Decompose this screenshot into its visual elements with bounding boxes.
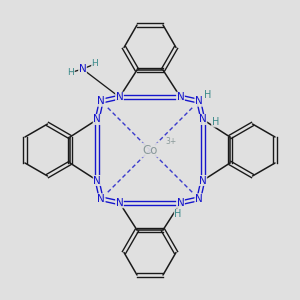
Text: N: N	[116, 92, 123, 102]
Text: H: H	[68, 68, 74, 77]
Text: 3+: 3+	[165, 136, 177, 146]
Text: N: N	[93, 176, 101, 185]
Text: H: H	[92, 59, 98, 68]
Text: N: N	[199, 115, 207, 124]
Text: N: N	[116, 198, 123, 208]
Text: H: H	[174, 209, 182, 219]
Text: N: N	[195, 96, 203, 106]
Text: H: H	[204, 90, 212, 100]
Text: N: N	[177, 92, 184, 102]
Text: N: N	[195, 194, 203, 204]
Text: N: N	[177, 198, 184, 208]
Text: H: H	[212, 117, 219, 127]
Text: N: N	[93, 115, 101, 124]
Text: Co: Co	[142, 143, 158, 157]
Text: N: N	[79, 64, 86, 74]
Text: N: N	[97, 194, 105, 204]
Text: N: N	[97, 96, 105, 106]
Text: N: N	[199, 176, 207, 185]
